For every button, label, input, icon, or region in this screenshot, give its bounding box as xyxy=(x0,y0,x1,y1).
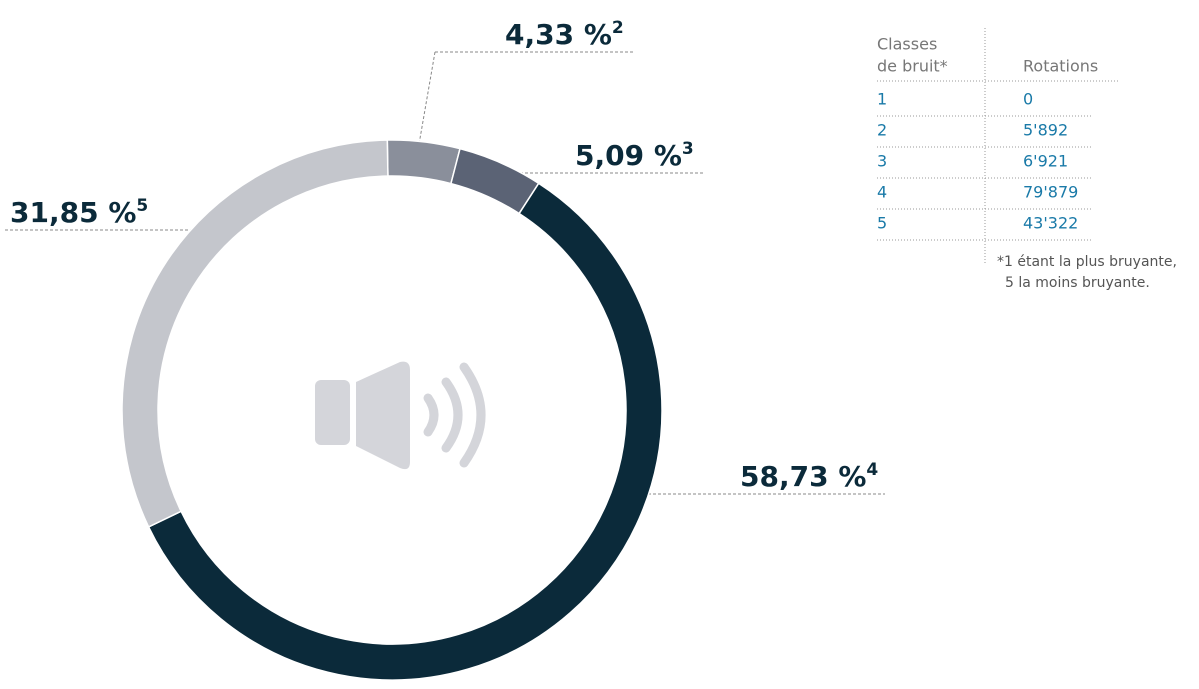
donut-segment xyxy=(121,139,389,528)
value-label-text: 5,09 % xyxy=(575,139,682,172)
value-label-text: 58,73 % xyxy=(740,460,866,493)
class-superscript: 5 xyxy=(136,196,148,216)
table-cell: 6'921 xyxy=(1023,152,1068,171)
donut-segment xyxy=(386,139,461,185)
leaders xyxy=(5,28,986,495)
table-cell: 5 xyxy=(877,214,887,233)
class-superscript: 2 xyxy=(612,18,624,38)
value-label: 5,09 %3 xyxy=(575,139,694,172)
table-cell: 5'892 xyxy=(1023,121,1068,140)
value-label-text: 4,33 % xyxy=(505,18,612,51)
value-label: 4,33 %2 xyxy=(505,18,624,51)
table-cell: 79'879 xyxy=(1023,183,1078,202)
value-label: 31,85 %5 xyxy=(10,196,148,229)
table-cell: 4 xyxy=(877,183,887,202)
table-cell: 1 xyxy=(877,90,887,109)
table-cell: 0 xyxy=(1023,90,1033,109)
footnote: *1 étant la plus bruyante, xyxy=(997,254,1177,270)
table-cell: 43'322 xyxy=(1023,214,1078,233)
class-superscript: 3 xyxy=(682,139,694,159)
table-header: Rotations xyxy=(1023,57,1098,76)
value-label-text: 31,85 % xyxy=(10,196,136,229)
speaker-icon xyxy=(315,361,486,470)
class-superscript: 4 xyxy=(866,460,878,480)
table-cell: 3 xyxy=(877,152,887,171)
table-header: Classes xyxy=(877,35,937,54)
table-cell: 2 xyxy=(877,121,887,140)
table-header: de bruit* xyxy=(877,57,948,76)
value-label: 58,73 %4 xyxy=(740,460,878,493)
donut-segment xyxy=(147,182,663,681)
footnote: 5 la moins bruyante. xyxy=(1005,275,1150,291)
